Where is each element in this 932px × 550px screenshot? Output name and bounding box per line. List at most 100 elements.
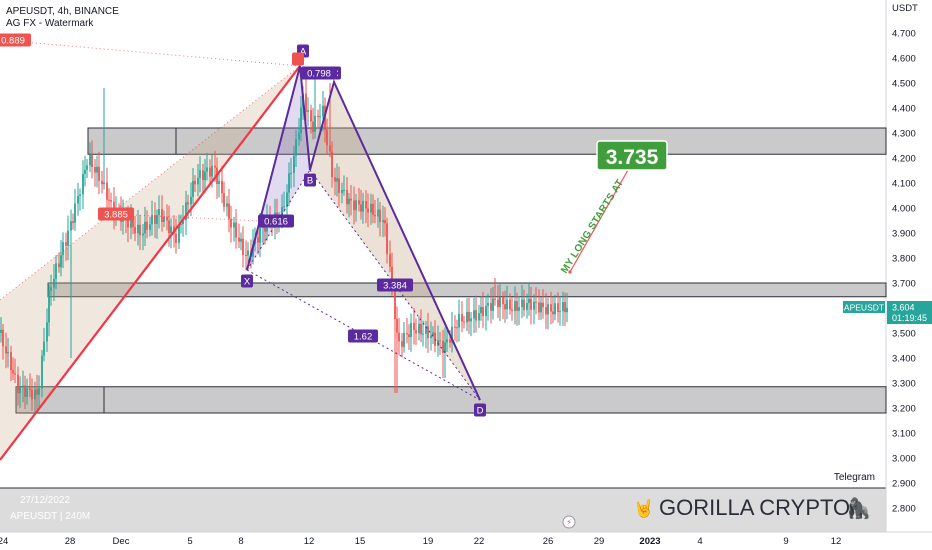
candle: [499, 284, 501, 322]
price-tick-label: 4.000: [892, 204, 916, 215]
candle: [336, 163, 338, 197]
candle: [98, 151, 100, 195]
candle: [226, 195, 228, 217]
candle-body: [403, 332, 405, 347]
candle: [514, 286, 516, 325]
lightning-icon[interactable]: [562, 515, 576, 529]
pattern-ratio-label[interactable]: 3.384: [377, 278, 413, 292]
pattern-point-label[interactable]: X: [241, 274, 253, 288]
candle: [420, 309, 422, 343]
candle-body: [535, 301, 537, 303]
candle-body: [518, 307, 520, 311]
candle-body: [134, 227, 136, 234]
candle-body: [442, 340, 444, 353]
zone-rect[interactable]: [47, 282, 887, 298]
candle-body: [281, 206, 283, 219]
candle: [5, 332, 7, 369]
candle: [103, 88, 105, 190]
candle: [283, 191, 285, 213]
candle: [559, 296, 561, 326]
candle-body: [487, 303, 489, 306]
candle-body: [334, 177, 336, 182]
pattern-ratio-label[interactable]: 1.62: [348, 329, 378, 343]
time-tick-label: 2023: [639, 536, 660, 547]
candle-body: [502, 297, 504, 305]
candle-body: [312, 121, 314, 132]
candle-body: [564, 301, 566, 313]
candle-body: [422, 333, 424, 335]
candle: [149, 216, 151, 237]
time-tick-label: 15: [355, 536, 366, 547]
candle: [290, 157, 292, 189]
candle: [240, 232, 242, 251]
symbol-header[interactable]: APEUSDT, 4h, BINANCE: [6, 6, 119, 17]
uptrend-line[interactable]: [0, 65, 301, 461]
candle: [439, 332, 441, 355]
candle: [24, 375, 26, 409]
candle-body: [389, 254, 391, 267]
candle: [358, 187, 360, 212]
candle: [202, 163, 204, 195]
pattern-point-label-bg: [241, 274, 253, 288]
indicator-title[interactable]: AG FX - Watermark: [6, 18, 94, 29]
candle-body: [329, 145, 331, 152]
candle: [55, 255, 57, 290]
candle-body: [418, 323, 420, 334]
zone-rect[interactable]: [87, 127, 887, 155]
price-badge-bg: [98, 207, 134, 221]
candle: [502, 291, 504, 320]
candle-body: [91, 155, 93, 168]
candle-body: [240, 238, 242, 242]
candle: [230, 205, 232, 243]
candle: [374, 200, 376, 224]
candle: [377, 197, 379, 228]
candle: [91, 140, 93, 179]
price-badge[interactable]: 0.889: [0, 33, 31, 47]
candle-body: [319, 116, 321, 118]
candle: [401, 333, 403, 358]
candle-body: [425, 326, 427, 334]
candle: [82, 160, 84, 210]
candle: [326, 118, 328, 155]
price-marker[interactable]: [292, 52, 304, 66]
pattern-point-label[interactable]: B: [304, 173, 316, 187]
telegram-label[interactable]: Telegram: [834, 472, 875, 483]
candle-body: [547, 304, 549, 315]
time-tick-label: 24: [0, 536, 8, 547]
projection-dotted[interactable]: [111, 213, 283, 223]
candle-body: [98, 166, 100, 181]
candle: [19, 376, 21, 408]
target-box[interactable]: 3.735: [596, 140, 668, 171]
candle-body: [228, 203, 230, 219]
candle: [334, 167, 336, 196]
candle-body: [516, 301, 518, 311]
target-arrow-line[interactable]: [569, 169, 629, 273]
price-badge[interactable]: 3.885: [98, 207, 134, 221]
candle: [197, 164, 199, 197]
pattern-point-label[interactable]: D: [474, 403, 486, 417]
candle-body: [36, 389, 38, 395]
zone-rect[interactable]: [15, 386, 887, 414]
candle: [77, 183, 79, 216]
candle-body: [432, 332, 434, 336]
candle-body: [305, 93, 307, 112]
candle: [12, 357, 14, 381]
last-price-tag-bg[interactable]: [887, 301, 932, 324]
candle: [139, 214, 141, 250]
candle-body: [29, 388, 31, 391]
candle-body: [156, 215, 158, 224]
candle: [48, 284, 50, 337]
candle: [204, 159, 206, 193]
candle: [10, 345, 12, 382]
pattern-ratio-label-bg: [348, 329, 378, 343]
candle-body: [480, 306, 482, 314]
pattern-ratio-label[interactable]: 0.798: [301, 66, 337, 80]
candle: [528, 283, 530, 316]
candle: [415, 318, 417, 345]
pattern-point-label-text: B: [307, 176, 313, 187]
pattern-ratio-label[interactable]: 0.616: [258, 214, 294, 228]
candle-body: [374, 214, 376, 217]
candle: [146, 210, 148, 239]
pattern-point-label-text: A: [300, 47, 307, 58]
